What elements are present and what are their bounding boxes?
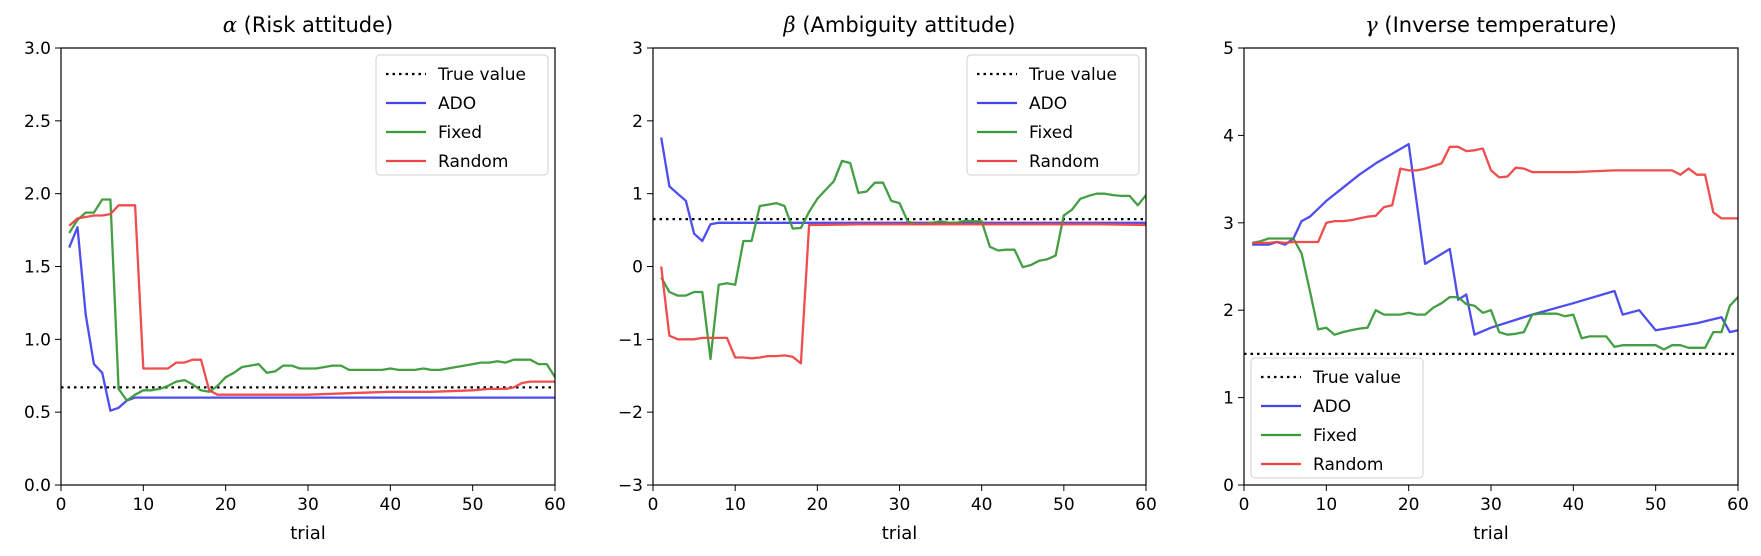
axes-frame	[60, 47, 556, 486]
title-text: (Ambiguity attitude)	[796, 13, 1016, 37]
series-line-fixed	[660, 159, 1146, 361]
x-tick-label: 0	[648, 495, 659, 515]
y-tick-label: −2	[618, 403, 643, 423]
chart-panel-1: α (Risk attitude) 0 10 20 30 40 50 60 0.0 0.5 1.0 1…	[24, 13, 566, 544]
title-symbol: γ	[1365, 13, 1378, 37]
series-line-fixed	[68, 198, 555, 402]
axes-frame	[1243, 47, 1739, 486]
y-tick-label: 3	[1223, 214, 1234, 234]
y-tick-label: 1.0	[24, 330, 51, 350]
legend-label-ado: ADO	[1029, 94, 1067, 114]
legend: True value ADO Fixed Random	[375, 54, 549, 176]
x-tick-label: 50	[1053, 495, 1075, 515]
y-tick-label: 1	[1223, 389, 1234, 409]
title-symbol: β	[783, 13, 796, 37]
y-tick-label: 2	[632, 112, 643, 132]
x-tick-label: 50	[1645, 495, 1667, 515]
legend-label-ado: ADO	[438, 94, 476, 114]
title-text: (Risk attitude)	[237, 13, 393, 37]
chart-title: γ (Inverse temperature)	[1365, 13, 1617, 37]
x-tick-label: 30	[1480, 495, 1502, 515]
x-axis-label: trial	[290, 523, 326, 544]
y-tick-label: 3.0	[24, 39, 51, 59]
legend-label-random: Random	[438, 152, 508, 172]
chart-title: α (Risk attitude)	[223, 13, 393, 37]
x-tick-label: 60	[1727, 495, 1749, 515]
x-tick-label: 0	[1239, 495, 1250, 515]
axes-frame	[652, 47, 1147, 486]
y-tick-label: 1	[632, 185, 643, 205]
y-tick-label: 3	[632, 39, 643, 59]
legend-label-random: Random	[1029, 152, 1099, 172]
series-line-random	[68, 204, 555, 396]
x-tick-label: 30	[889, 495, 911, 515]
chart-title: β (Ambiguity attitude)	[783, 13, 1016, 37]
y-tick-label: −3	[618, 476, 643, 496]
chart-panel-2: β (Ambiguity attitude)0 10 20 30 40 50 60−3−2−…	[618, 13, 1157, 544]
x-tick-label: 40	[1563, 495, 1585, 515]
x-tick-label: 40	[380, 495, 402, 515]
legend-label-fixed: Fixed	[1029, 123, 1073, 143]
chart-panel-3: γ (Inverse temperature) 0 10 20 30 40 50 60 0 1 2 3…	[1223, 13, 1749, 544]
legend-label-fixed: Fixed	[1313, 426, 1357, 446]
y-tick-label: 0	[1223, 476, 1234, 496]
y-tick-label: −1	[618, 330, 643, 350]
y-tick-label: 2	[1223, 301, 1234, 321]
legend-label-true-value: True value	[1028, 65, 1117, 85]
legend: True value ADO Fixed Random	[1250, 357, 1424, 479]
legend-box	[375, 54, 549, 176]
x-tick-label: 20	[1398, 495, 1420, 515]
x-tick-label: 10	[133, 495, 155, 515]
x-axis-label: trial	[882, 523, 918, 544]
x-tick-label: 60	[544, 495, 566, 515]
legend-label-random: Random	[1313, 455, 1383, 475]
series-line-random	[660, 223, 1146, 365]
plot-area	[1244, 142, 1738, 355]
legend-box	[1250, 357, 1424, 479]
x-tick-label: 60	[1135, 495, 1157, 515]
title-text: (Inverse temperature)	[1378, 13, 1617, 37]
x-tick-label: 10	[724, 495, 746, 515]
plot-area	[653, 137, 1146, 365]
x-tick-label: 10	[1316, 495, 1338, 515]
legend-box	[966, 54, 1140, 176]
title-symbol: α	[223, 13, 237, 37]
x-tick-label: 30	[297, 495, 319, 515]
x-tick-label: 20	[215, 495, 237, 515]
series-line-ado	[1252, 142, 1738, 336]
x-axis-label: trial	[1473, 523, 1509, 544]
y-tick-label: 0	[632, 258, 643, 278]
x-tick-label: 20	[807, 495, 829, 515]
x-tick-label: 50	[462, 495, 484, 515]
legend-label-fixed: Fixed	[438, 123, 482, 143]
x-tick-label: 0	[56, 495, 67, 515]
legend-label-ado: ADO	[1313, 397, 1351, 417]
legend-label-true-value: True value	[437, 65, 526, 85]
y-tick-label: 0.0	[24, 476, 51, 496]
y-tick-label: 2.5	[24, 112, 51, 132]
series-line-ado	[68, 226, 555, 412]
series-line-fixed	[1251, 237, 1738, 351]
legend-label-true-value: True value	[1312, 368, 1401, 388]
y-tick-label: 4	[1223, 126, 1234, 146]
legend: True value ADO Fixed Random	[966, 54, 1140, 176]
x-tick-label: 40	[971, 495, 993, 515]
y-tick-label: 0.5	[24, 403, 51, 423]
y-tick-label: 2.0	[24, 185, 51, 205]
y-tick-label: 5	[1223, 39, 1234, 59]
y-tick-label: 1.5	[24, 258, 51, 278]
plot-area	[61, 198, 555, 412]
series-line-random	[1252, 145, 1738, 245]
